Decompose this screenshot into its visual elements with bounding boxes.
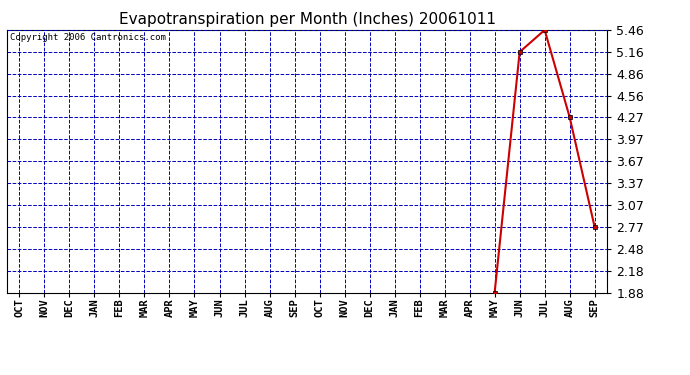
Title: Evapotranspiration per Month (Inches) 20061011: Evapotranspiration per Month (Inches) 20… (119, 12, 495, 27)
Text: Copyright 2006 Cantronics.com: Copyright 2006 Cantronics.com (10, 33, 166, 42)
